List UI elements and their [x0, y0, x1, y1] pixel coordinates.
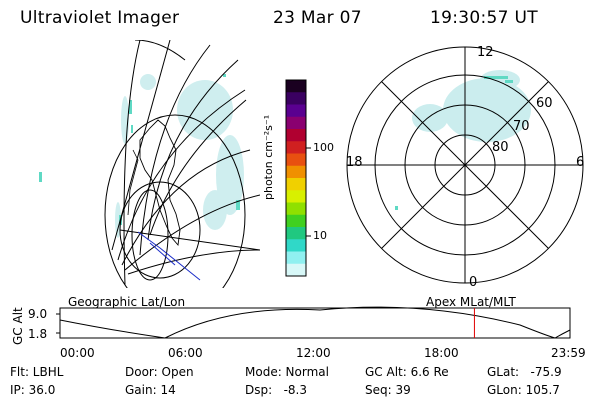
time-tick-1800: 18:00	[424, 346, 459, 360]
colorbar-swatch	[286, 190, 306, 203]
time-tick-0600: 06:00	[168, 346, 203, 360]
colorbar-swatch	[286, 214, 306, 228]
apex-mlat-mlt-title: Apex MLat/MLT	[426, 295, 516, 309]
colorbar-swatch	[286, 92, 306, 105]
observation-time: 19:30:57 UT	[430, 8, 538, 28]
mlt-label-12: 12	[477, 45, 494, 60]
colorbar-swatch	[286, 116, 306, 130]
colorbar-tick-10: 10	[313, 229, 327, 242]
colorbar-swatch	[286, 80, 306, 93]
colorbar-swatch	[286, 141, 306, 154]
time-tick-0000: 00:00	[60, 346, 95, 360]
mlat-label-80: 80	[492, 140, 509, 155]
ip-readout: IP: 36.0	[10, 383, 56, 397]
geographic-latlon-title: Geographic Lat/Lon	[68, 295, 186, 309]
colorbar-swatch	[286, 239, 306, 252]
colorbar-swatch	[286, 202, 306, 216]
dsp-readout: Dsp: -8.3	[245, 383, 308, 397]
colorbar-swatch	[286, 165, 306, 179]
mlt-label-18: 18	[346, 155, 363, 170]
door-readout: Door: Open	[125, 365, 194, 379]
colorbar-tick-100: 100	[313, 141, 334, 154]
mlt-label-6: 6	[576, 155, 585, 170]
mode-readout: Mode: Normal	[245, 365, 329, 379]
colorbar-swatch	[286, 104, 306, 118]
instrument-title: Ultraviolet Imager	[20, 8, 180, 28]
observation-date: 23 Mar 07	[273, 8, 362, 28]
gc-alt-tick-top: 9.0	[28, 307, 48, 321]
colorbar-swatch	[286, 178, 306, 191]
colorbar-swatch	[286, 129, 306, 142]
gc-altitude-readout: GC Alt: 6.6 Re	[365, 365, 449, 379]
sequence-readout: Seq: 39	[365, 383, 411, 397]
colorbar-swatch	[286, 227, 306, 240]
filter-readout: Flt: LBHL	[10, 365, 64, 379]
mlat-label-70: 70	[513, 119, 530, 134]
time-tick-2359: 23:59	[551, 346, 586, 360]
mlat-label-60: 60	[536, 96, 553, 111]
glat-readout: GLat: -75.9	[487, 365, 562, 379]
gain-readout: Gain: 14	[125, 383, 176, 397]
colorbar-swatch	[286, 263, 306, 277]
time-tick-1200: 12:00	[296, 346, 331, 360]
glon-readout: GLon: 105.7	[487, 383, 560, 397]
colorbar-swatch	[286, 153, 306, 167]
mlt-label-0: 0	[469, 275, 478, 290]
gc-alt-tick-bottom: 1.8	[28, 327, 48, 341]
colorbar-swatch	[286, 251, 306, 265]
